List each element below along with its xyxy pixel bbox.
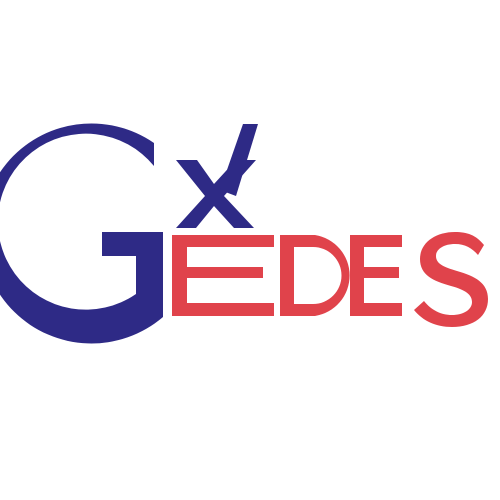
x-upper-stroke [220, 124, 258, 196]
logo-letter-s [414, 232, 488, 327]
x-lower-part [176, 160, 256, 228]
logo-letter-d [280, 235, 350, 316]
logo-red-letters [172, 232, 488, 327]
logo-x-mark [176, 124, 258, 228]
logo-g-mark [0, 123, 163, 344]
logo-letter-e-2 [350, 235, 402, 316]
logo-g-shape [0, 123, 163, 344]
logo-letter-e-1 [172, 235, 274, 316]
